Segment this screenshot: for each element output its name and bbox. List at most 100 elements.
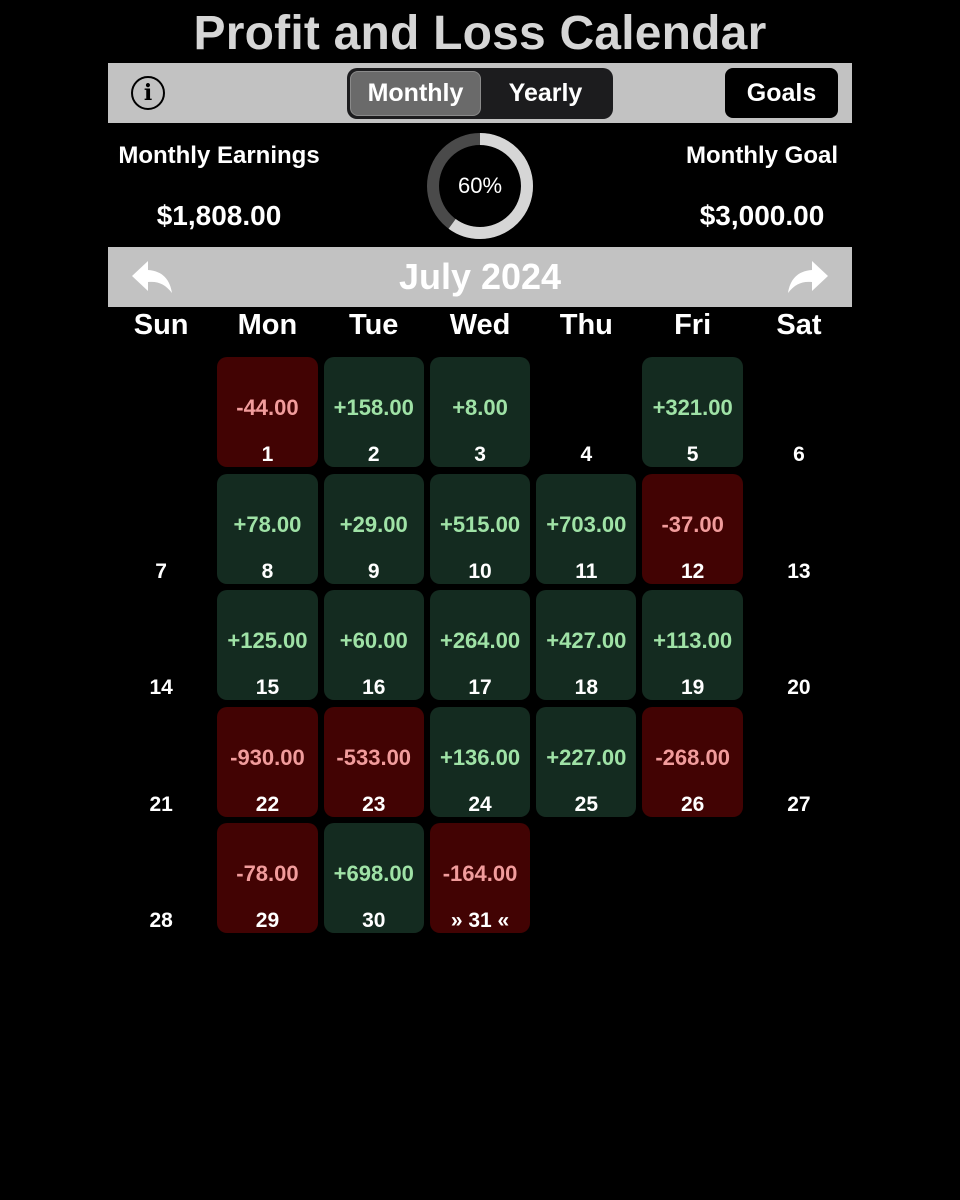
calendar-day-cell[interactable]: +321.00 5 [639,357,745,474]
day-number: 3 [474,443,486,466]
calendar-day-cell[interactable]: -37.00 12 [639,473,745,591]
day-pnl-tile [642,357,743,467]
calendar-day-cell[interactable]: -268.00 26 [639,706,745,824]
day-number: 16 [362,676,386,699]
calendar-day-cell[interactable]: 14 [108,590,214,707]
calendar-day-cell[interactable]: -930.00 22 [214,706,320,824]
day-pnl-tile [536,706,637,817]
monthly-earnings-value: $1,808.00 [156,200,282,231]
day-number: 27 [787,792,811,816]
day-pnl-tile [323,590,424,700]
day-number: 10 [468,559,492,583]
calendar-day-cell[interactable]: +515.00 10 [427,473,533,591]
calendar-day-cell[interactable]: 6 [746,357,852,474]
calendar-day-cell[interactable]: +78.00 8 [214,473,320,591]
day-number: 15 [255,676,280,699]
calendar-day-cell[interactable]: +29.00 9 [321,473,427,591]
day-pnl-value: +125.00 [227,628,308,653]
day-pnl-tile [429,706,531,817]
day-number: 18 [574,676,599,699]
day-number: 12 [680,559,705,583]
day-pnl-tile [642,590,743,700]
day-number: 30 [362,909,386,932]
monthly-goal-value: $3,000.00 [699,200,825,231]
day-number: 17 [468,676,492,699]
day-number: 5 [686,443,699,466]
day-pnl-tile [323,706,424,817]
day-pnl-tile [536,473,637,584]
weekday-thu: Thu [559,309,613,341]
day-pnl-value: +113.00 [653,628,733,653]
calendar-day-cell[interactable]: +698.00 30 [321,823,427,940]
day-pnl-value: +78.00 [233,511,302,537]
day-pnl-value: -930.00 [230,744,305,770]
day-pnl-tile [429,473,531,584]
toolbar: i Monthly Yearly Goals [108,63,852,123]
calendar-day-cell[interactable]: 21 [108,707,214,824]
day-pnl-tile [217,357,318,467]
tab-yearly[interactable]: Yearly [508,79,583,107]
calendar-day-cell[interactable]: -78.00 29 [214,823,320,940]
day-pnl-tile [642,706,743,817]
calendar-day-cell[interactable]: +125.00 15 [214,590,320,707]
weekday-tue: Tue [349,309,399,341]
day-number: 9 [367,559,380,583]
day-number: 4 [580,443,593,466]
weekday-fri: Fri [674,309,712,341]
day-number: 25 [574,792,599,816]
calendar-day-cell[interactable]: -533.00 23 [321,706,427,824]
calendar-day-cell[interactable]: 4 [533,357,639,474]
weekday-header: Sun Mon Tue Wed Thu Fri Sat [108,309,852,349]
day-pnl-value: -37.00 [661,511,724,537]
day-pnl-value: -44.00 [236,395,299,420]
forward-arrow-icon[interactable] [786,259,830,295]
calendar-day-cell[interactable]: 7 [108,474,214,591]
month-navigation-bar: July 2024 [108,247,852,307]
goals-button[interactable]: Goals [725,68,838,118]
weekday-mon: Mon [237,309,298,341]
day-number: » 31 « [450,909,510,932]
day-pnl-value: +227.00 [546,744,627,770]
calendar-day-cell[interactable]: +60.00 16 [321,590,427,707]
day-pnl-value: -533.00 [336,744,412,770]
day-number: 29 [255,909,280,932]
calendar-day-cell[interactable]: 20 [746,590,852,707]
day-pnl-tile [217,706,318,817]
monthly-earnings-label: Monthly Earnings [118,142,320,169]
calendar-day-cell[interactable]: -44.00 1 [214,357,320,474]
day-number: 6 [793,443,805,466]
calendar-day-cell[interactable]: +158.00 2 [321,357,427,474]
reply-arrow-icon[interactable] [130,259,174,295]
day-pnl-value: +515.00 [439,511,521,537]
weekday-sat: Sat [776,309,822,341]
monthly-goal-label: Monthly Goal [686,142,838,169]
info-icon[interactable]: i [131,76,165,110]
calendar-day-cell[interactable]: 13 [746,474,852,591]
calendar-day-cell[interactable]: +227.00 25 [533,706,639,824]
calendar-day-cell[interactable]: +703.00 11 [533,473,639,591]
calendar-day-cell[interactable]: +8.00 3 [427,357,533,474]
calendar-day-cell[interactable]: +136.00 24 [427,706,533,824]
day-pnl-value: +264.00 [439,628,521,653]
calendar-blank-cell [108,357,214,474]
day-number: 24 [468,792,492,816]
day-number: 2 [367,443,380,466]
day-pnl-tile [217,823,318,933]
day-pnl-tile [217,473,318,584]
day-pnl-tile [429,357,531,467]
calendar-day-cell[interactable]: +264.00 17 [427,590,533,707]
tab-monthly[interactable]: Monthly [350,71,481,116]
calendar-day-cell[interactable]: 28 [108,823,214,940]
day-pnl-value: +703.00 [546,511,627,537]
calendar-day-cell[interactable]: 27 [746,707,852,824]
calendar-day-cell[interactable]: -164.00 » 31 « [427,823,533,940]
calendar-day-cell[interactable]: +427.00 18 [533,590,639,707]
month-title: July 2024 [398,256,562,297]
day-pnl-tile [429,590,531,700]
day-pnl-tile [217,590,318,700]
day-pnl-value: -78.00 [236,861,299,886]
day-number: 19 [680,676,705,699]
day-number: 14 [149,676,173,699]
day-number: 11 [575,559,598,583]
calendar-day-cell[interactable]: +113.00 19 [639,590,745,707]
